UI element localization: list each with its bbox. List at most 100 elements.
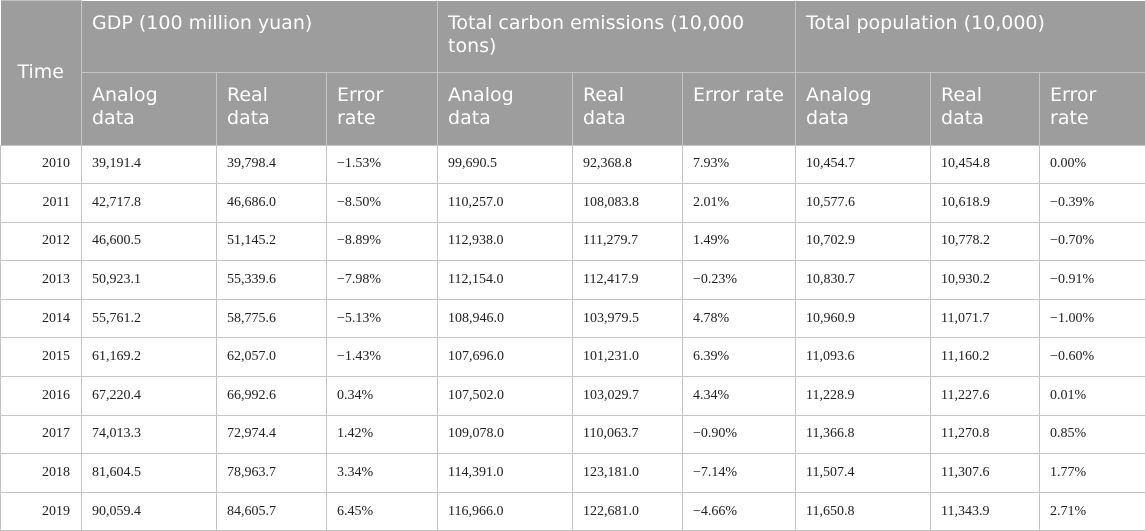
gdp-group-header: GDP (100 million yuan) (82, 1, 438, 73)
population-real-cell: 11,227.6 (931, 377, 1040, 416)
carbon-analog-cell: 112,154.0 (438, 261, 573, 300)
year-cell: 2011 (1, 184, 82, 223)
carbon-real-cell: 112,417.9 (573, 261, 683, 300)
population-real-cell: 11,343.9 (931, 492, 1040, 531)
carbon-real-cell: 103,029.7 (573, 377, 683, 416)
year-cell: 2013 (1, 261, 82, 300)
gdp-real-cell: 39,798.4 (217, 145, 327, 184)
population-group-header: Total population (10,000) (796, 1, 1145, 73)
gdp-analog-header: Analog data (82, 72, 217, 145)
gdp-error-cell: −7.98% (327, 261, 438, 300)
carbon-real-cell: 103,979.5 (573, 299, 683, 338)
population-error-cell: 2.71% (1040, 492, 1145, 531)
carbon-error-cell: −0.23% (683, 261, 796, 300)
year-cell: 2012 (1, 222, 82, 261)
population-analog-cell: 11,093.6 (796, 338, 931, 377)
gdp-error-cell: 0.34% (327, 377, 438, 416)
carbon-real-cell: 122,681.0 (573, 492, 683, 531)
gdp-error-cell: −5.13% (327, 299, 438, 338)
gdp-analog-cell: 90,059.4 (82, 492, 217, 531)
gdp-real-cell: 66,992.6 (217, 377, 327, 416)
population-real-cell: 10,618.9 (931, 184, 1040, 223)
gdp-error-cell: −1.43% (327, 338, 438, 377)
carbon-analog-cell: 108,946.0 (438, 299, 573, 338)
carbon-analog-cell: 112,938.0 (438, 222, 573, 261)
population-error-cell: −0.91% (1040, 261, 1145, 300)
carbon-error-cell: −0.90% (683, 415, 796, 454)
population-error-cell: −1.00% (1040, 299, 1145, 338)
carbon-analog-header: Analog data (438, 72, 573, 145)
carbon-real-cell: 110,063.7 (573, 415, 683, 454)
gdp-analog-cell: 39,191.4 (82, 145, 217, 184)
gdp-real-cell: 51,145.2 (217, 222, 327, 261)
carbon-analog-cell: 109,078.0 (438, 415, 573, 454)
year-cell: 2017 (1, 415, 82, 454)
gdp-error-cell: −8.89% (327, 222, 438, 261)
gdp-error-cell: −8.50% (327, 184, 438, 223)
carbon-error-cell: 4.78% (683, 299, 796, 338)
population-real-cell: 11,270.8 (931, 415, 1040, 454)
year-cell: 2016 (1, 377, 82, 416)
carbon-group-header: Total carbon emissions (10,000 tons) (438, 1, 796, 73)
population-analog-cell: 11,507.4 (796, 454, 931, 493)
gdp-real-cell: 84,605.7 (217, 492, 327, 531)
population-analog-cell: 10,577.6 (796, 184, 931, 223)
carbon-error-cell: 6.39% (683, 338, 796, 377)
population-error-cell: −0.60% (1040, 338, 1145, 377)
carbon-error-cell: −4.66% (683, 492, 796, 531)
gdp-real-cell: 58,775.6 (217, 299, 327, 338)
carbon-real-header: Real data (573, 72, 683, 145)
carbon-real-cell: 111,279.7 (573, 222, 683, 261)
population-error-cell: 0.85% (1040, 415, 1145, 454)
table-header: Time GDP (100 million yuan) Total carbon… (1, 1, 1145, 146)
population-real-header: Real data (931, 72, 1040, 145)
population-real-cell: 10,930.2 (931, 261, 1040, 300)
population-analog-cell: 11,650.8 (796, 492, 931, 531)
carbon-analog-cell: 107,696.0 (438, 338, 573, 377)
gdp-error-cell: 1.42% (327, 415, 438, 454)
gdp-analog-cell: 55,761.2 (82, 299, 217, 338)
population-error-cell: 0.00% (1040, 145, 1145, 184)
population-real-cell: 11,071.7 (931, 299, 1040, 338)
carbon-error-cell: 1.49% (683, 222, 796, 261)
population-analog-header: Analog data (796, 72, 931, 145)
carbon-analog-cell: 114,391.0 (438, 454, 573, 493)
gdp-real-cell: 55,339.6 (217, 261, 327, 300)
carbon-real-cell: 101,231.0 (573, 338, 683, 377)
population-error-header: Error rate (1040, 72, 1145, 145)
population-real-cell: 10,454.8 (931, 145, 1040, 184)
gdp-real-cell: 72,974.4 (217, 415, 327, 454)
gdp-analog-cell: 67,220.4 (82, 377, 217, 416)
gdp-analog-cell: 74,013.3 (82, 415, 217, 454)
year-cell: 2010 (1, 145, 82, 184)
population-real-cell: 11,160.2 (931, 338, 1040, 377)
population-analog-cell: 10,960.9 (796, 299, 931, 338)
carbon-error-cell: −7.14% (683, 454, 796, 493)
gdp-real-cell: 78,963.7 (217, 454, 327, 493)
gdp-error-cell: 6.45% (327, 492, 438, 531)
gdp-error-cell: 3.34% (327, 454, 438, 493)
carbon-error-header: Error rate (683, 72, 796, 145)
gdp-real-cell: 62,057.0 (217, 338, 327, 377)
population-error-cell: 0.01% (1040, 377, 1145, 416)
year-cell: 2019 (1, 492, 82, 531)
population-analog-cell: 10,454.7 (796, 145, 931, 184)
gdp-analog-cell: 50,923.1 (82, 261, 217, 300)
gdp-analog-cell: 42,717.8 (82, 184, 217, 223)
population-analog-cell: 11,228.9 (796, 377, 931, 416)
gdp-analog-cell: 46,600.5 (82, 222, 217, 261)
gdp-real-cell: 46,686.0 (217, 184, 327, 223)
carbon-real-cell: 123,181.0 (573, 454, 683, 493)
population-error-cell: −0.39% (1040, 184, 1145, 223)
carbon-analog-cell: 99,690.5 (438, 145, 573, 184)
population-analog-cell: 11,366.8 (796, 415, 931, 454)
carbon-real-cell: 108,083.8 (573, 184, 683, 223)
gdp-real-header: Real data (217, 72, 327, 145)
